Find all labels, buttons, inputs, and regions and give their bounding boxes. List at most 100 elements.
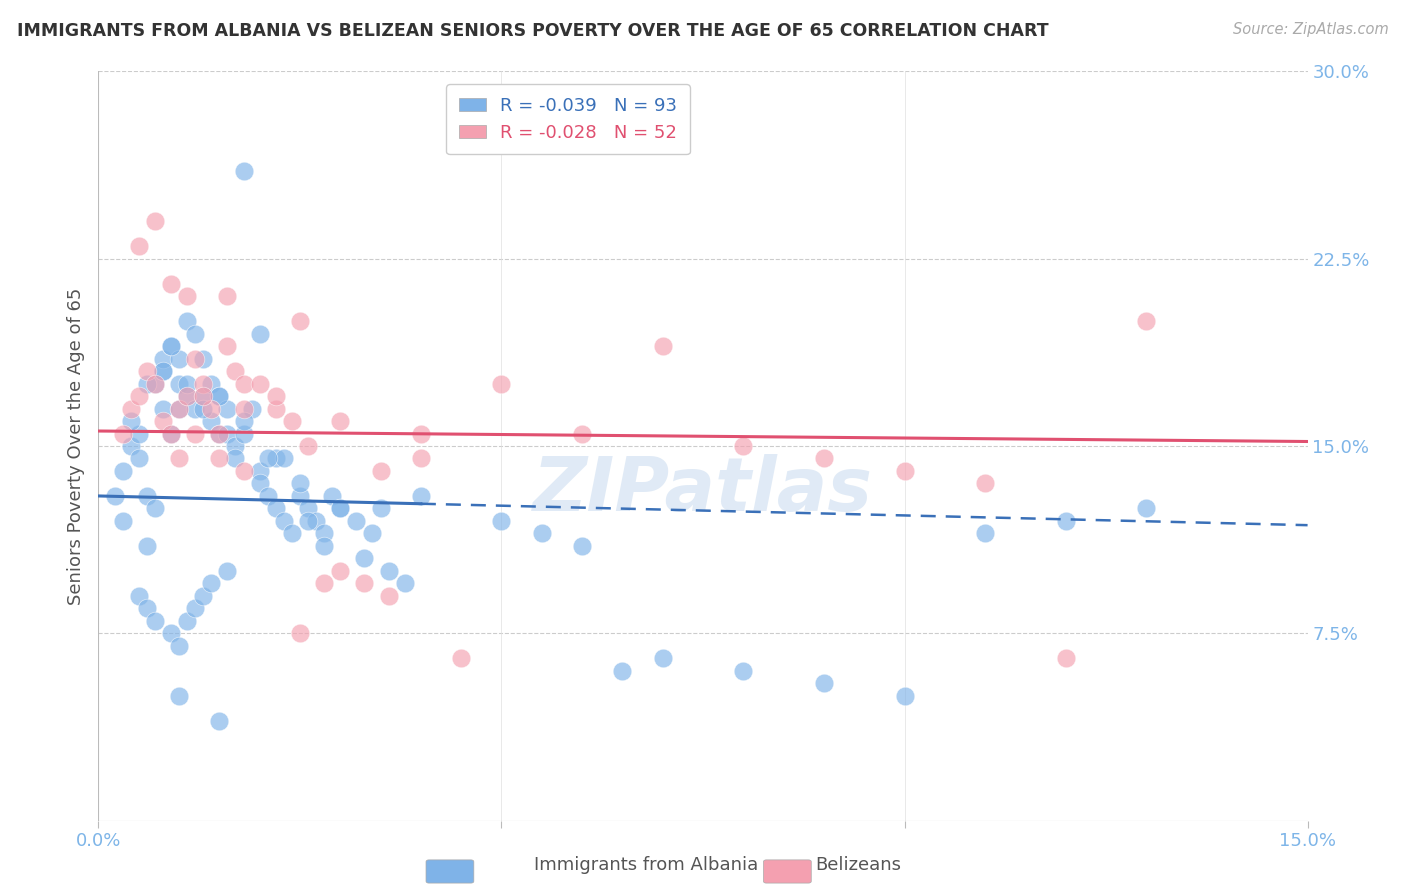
Point [314, 539, 336, 553]
Point [612, 664, 634, 678]
Point [160, 426, 183, 441]
Point [1135, 501, 1157, 516]
Point [288, 476, 311, 491]
Point [249, 326, 271, 341]
Point [281, 526, 304, 541]
Point [264, 401, 287, 416]
Point [491, 514, 513, 528]
Point [193, 389, 215, 403]
Point [135, 376, 157, 391]
Text: ZIPatlas: ZIPatlas [533, 454, 873, 527]
Point [264, 501, 287, 516]
Point [176, 614, 198, 628]
Point [193, 376, 215, 391]
Point [651, 651, 673, 665]
Point [200, 376, 222, 391]
Point [111, 426, 134, 441]
Point [143, 614, 166, 628]
Legend: R = -0.039   N = 93, R = -0.028   N = 52: R = -0.039 N = 93, R = -0.028 N = 52 [446, 84, 690, 154]
Point [143, 214, 166, 228]
Point [135, 489, 157, 503]
Point [288, 626, 311, 640]
Point [200, 576, 222, 591]
Point [224, 439, 246, 453]
Point [249, 376, 271, 391]
Point [361, 526, 384, 541]
Point [176, 376, 198, 391]
Point [143, 376, 166, 391]
Point [893, 689, 915, 703]
Point [571, 539, 593, 553]
Point [377, 564, 399, 578]
Point [208, 426, 231, 441]
Point [208, 389, 231, 403]
Point [450, 651, 472, 665]
Point [152, 364, 174, 378]
Point [200, 401, 222, 416]
Point [370, 501, 392, 516]
Point [160, 339, 183, 353]
Point [240, 401, 263, 416]
Point [217, 339, 239, 353]
Point [135, 539, 157, 553]
Point [232, 164, 254, 178]
Point [167, 401, 190, 416]
Point [193, 389, 215, 403]
Point [128, 589, 150, 603]
Point [409, 451, 432, 466]
Point [305, 514, 328, 528]
Point [249, 476, 271, 491]
Point [974, 476, 997, 491]
Point [200, 414, 222, 428]
Point [273, 514, 295, 528]
Point [733, 664, 755, 678]
Point [321, 489, 343, 503]
Point [329, 501, 352, 516]
Point [1054, 651, 1077, 665]
Point [160, 339, 183, 353]
Point [167, 639, 190, 653]
Point [184, 601, 207, 615]
Point [297, 514, 319, 528]
Point [353, 551, 375, 566]
Text: Belizeans: Belizeans [815, 856, 901, 874]
Point [184, 426, 207, 441]
Point [344, 514, 367, 528]
Point [256, 451, 278, 466]
Point [256, 489, 278, 503]
Point [264, 389, 287, 403]
Point [103, 489, 125, 503]
Point [143, 501, 166, 516]
Point [135, 364, 157, 378]
Point [297, 501, 319, 516]
Point [120, 414, 142, 428]
Point [232, 414, 254, 428]
Point [160, 626, 183, 640]
Point [208, 389, 231, 403]
Point [152, 364, 174, 378]
Text: Immigrants from Albania: Immigrants from Albania [534, 856, 758, 874]
Point [224, 451, 246, 466]
Point [128, 239, 150, 253]
Point [329, 564, 352, 578]
Point [314, 576, 336, 591]
Point [176, 289, 198, 303]
Point [120, 401, 142, 416]
Point [329, 414, 352, 428]
Point [288, 314, 311, 328]
Point [193, 589, 215, 603]
Point [288, 489, 311, 503]
Point [1054, 514, 1077, 528]
Point [813, 676, 835, 690]
Point [733, 439, 755, 453]
Point [377, 589, 399, 603]
Point [813, 451, 835, 466]
Point [232, 464, 254, 478]
Point [167, 689, 190, 703]
Point [167, 451, 190, 466]
Point [176, 389, 198, 403]
Point [128, 389, 150, 403]
Point [193, 401, 215, 416]
Point [217, 401, 239, 416]
Point [111, 514, 134, 528]
